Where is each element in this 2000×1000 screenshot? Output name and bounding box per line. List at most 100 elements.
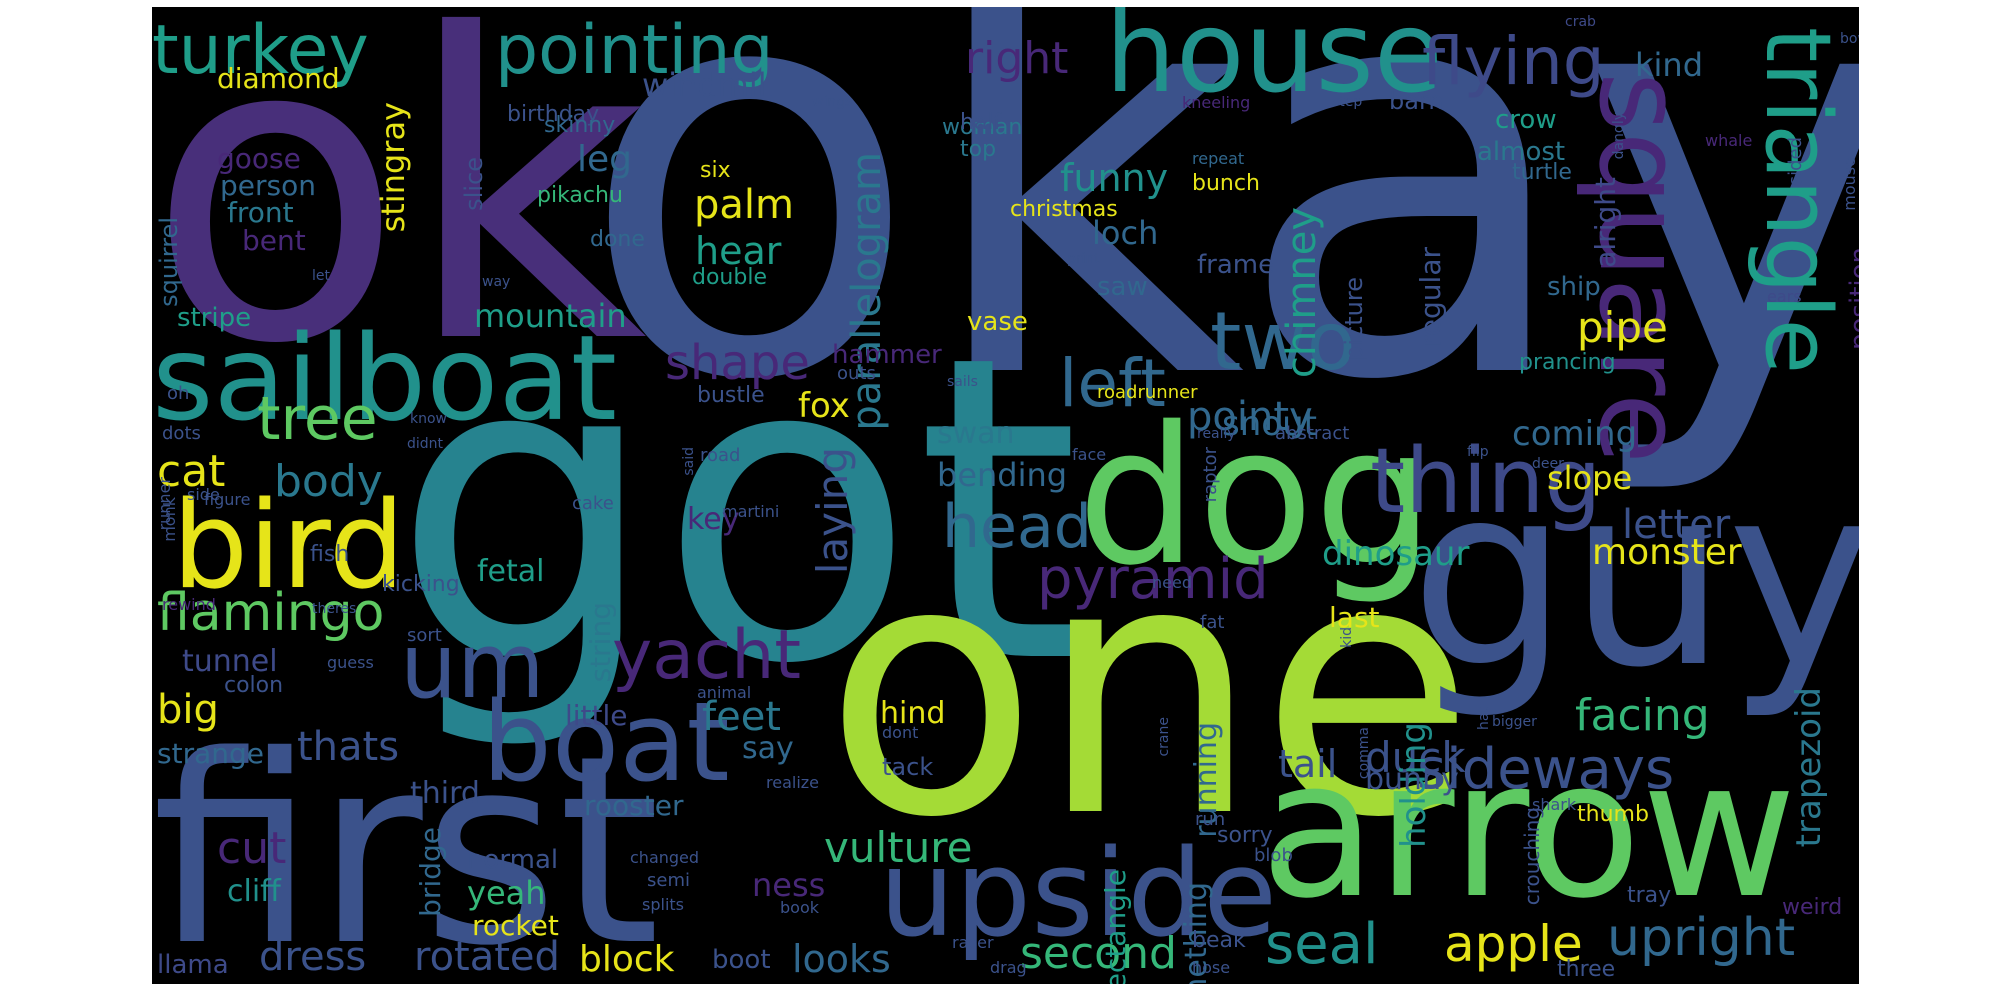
- word: dont: [882, 723, 919, 742]
- word: second: [1020, 928, 1177, 979]
- word: letter: [1622, 502, 1731, 548]
- word: position: [1845, 247, 1859, 350]
- word: mountain: [474, 297, 627, 335]
- word: facing: [1575, 690, 1710, 741]
- word: monster: [1592, 532, 1742, 573]
- word: semi: [647, 870, 690, 891]
- word: dots: [162, 423, 201, 444]
- word: um: [400, 614, 545, 719]
- word: thats: [297, 724, 400, 770]
- word: hear: [695, 229, 782, 273]
- word: three: [1557, 957, 1616, 982]
- word: hammer: [832, 340, 942, 370]
- word: llama: [157, 950, 229, 980]
- word: say: [742, 731, 794, 766]
- word: cat: [157, 446, 226, 497]
- word: tray: [1627, 883, 1672, 908]
- word: upside: [879, 825, 1278, 964]
- word: woman: [942, 115, 1023, 140]
- word: rectangle: [1099, 869, 1132, 984]
- word: racer: [952, 933, 994, 952]
- word: kneeling: [1182, 93, 1251, 112]
- word: cliff: [227, 874, 281, 909]
- word: slice: [460, 157, 488, 211]
- word: parallelogram: [844, 152, 890, 431]
- word: square: [1573, 72, 1707, 464]
- word: realize: [766, 773, 820, 792]
- word: six: [700, 158, 731, 183]
- word: figure: [204, 490, 251, 509]
- word: side: [187, 485, 220, 504]
- word: windmill: [642, 66, 776, 104]
- word: palm: [694, 182, 794, 228]
- word: tack: [882, 753, 934, 781]
- word: bent: [242, 224, 306, 257]
- word: dinosaur: [1322, 534, 1470, 574]
- word: crouching: [1520, 807, 1544, 906]
- word: goose: [217, 142, 301, 175]
- word: turkey: [152, 11, 369, 90]
- word: bending: [937, 456, 1068, 494]
- word: tree: [257, 384, 378, 454]
- word: know: [410, 411, 447, 427]
- word: regular: [1414, 247, 1447, 348]
- word: trapezoid: [1789, 687, 1829, 848]
- word: last: [1329, 601, 1380, 634]
- word: birthday: [507, 102, 600, 127]
- word: bustle: [697, 383, 765, 408]
- word: got: [392, 267, 1081, 756]
- word: flamingo: [157, 583, 385, 643]
- word: dangly: [1611, 112, 1627, 160]
- word: colon: [224, 673, 284, 698]
- word: okay: [578, 7, 1859, 503]
- word: sideways: [1417, 737, 1675, 802]
- word: tail: [1278, 742, 1338, 786]
- word: fetal: [477, 554, 545, 589]
- word: splits: [642, 895, 684, 914]
- word: sorry: [1217, 823, 1273, 848]
- word: boat: [482, 678, 730, 806]
- word: face: [1072, 445, 1107, 464]
- word: weird: [1782, 895, 1843, 920]
- word: hose: [1192, 958, 1231, 977]
- word: half: [960, 110, 1002, 135]
- word: duck: [1365, 733, 1466, 782]
- word: one: [824, 486, 1476, 894]
- word: theres: [312, 601, 357, 617]
- word: front: [227, 196, 294, 229]
- word: person: [220, 169, 316, 202]
- word: need: [1152, 573, 1192, 592]
- word: fat: [1200, 612, 1225, 633]
- word: book: [780, 898, 819, 917]
- word: loch: [1092, 214, 1159, 252]
- word: guy: [1410, 431, 1859, 722]
- word: hat: [1476, 707, 1492, 730]
- word: skinny: [544, 113, 616, 138]
- word: almost: [1477, 137, 1566, 167]
- word: pyramid: [1037, 547, 1269, 612]
- word: triangle: [1745, 27, 1850, 374]
- word: guess: [327, 653, 374, 672]
- word: chimney: [1279, 207, 1325, 379]
- word: way: [482, 274, 511, 290]
- word: really: [1197, 426, 1236, 442]
- word: squirrel: [155, 217, 183, 307]
- word: said: [681, 447, 697, 476]
- word: cake: [572, 493, 614, 514]
- word: right: [965, 33, 1069, 84]
- word: strange: [157, 737, 264, 770]
- word: pointy: [1187, 394, 1313, 440]
- word: stingray: [374, 102, 412, 233]
- word: kind: [1635, 46, 1704, 84]
- word: martini: [722, 502, 780, 521]
- word: crow: [1495, 105, 1557, 135]
- word: outs: [837, 363, 876, 384]
- word: feet: [702, 694, 781, 740]
- word: rooster: [584, 789, 684, 822]
- word: funny: [1060, 156, 1169, 200]
- word: alright: [1589, 177, 1622, 268]
- word: crane: [1156, 717, 1172, 757]
- word: yacht: [612, 616, 802, 695]
- word: house: [1105, 7, 1443, 118]
- word: deer: [1532, 456, 1564, 472]
